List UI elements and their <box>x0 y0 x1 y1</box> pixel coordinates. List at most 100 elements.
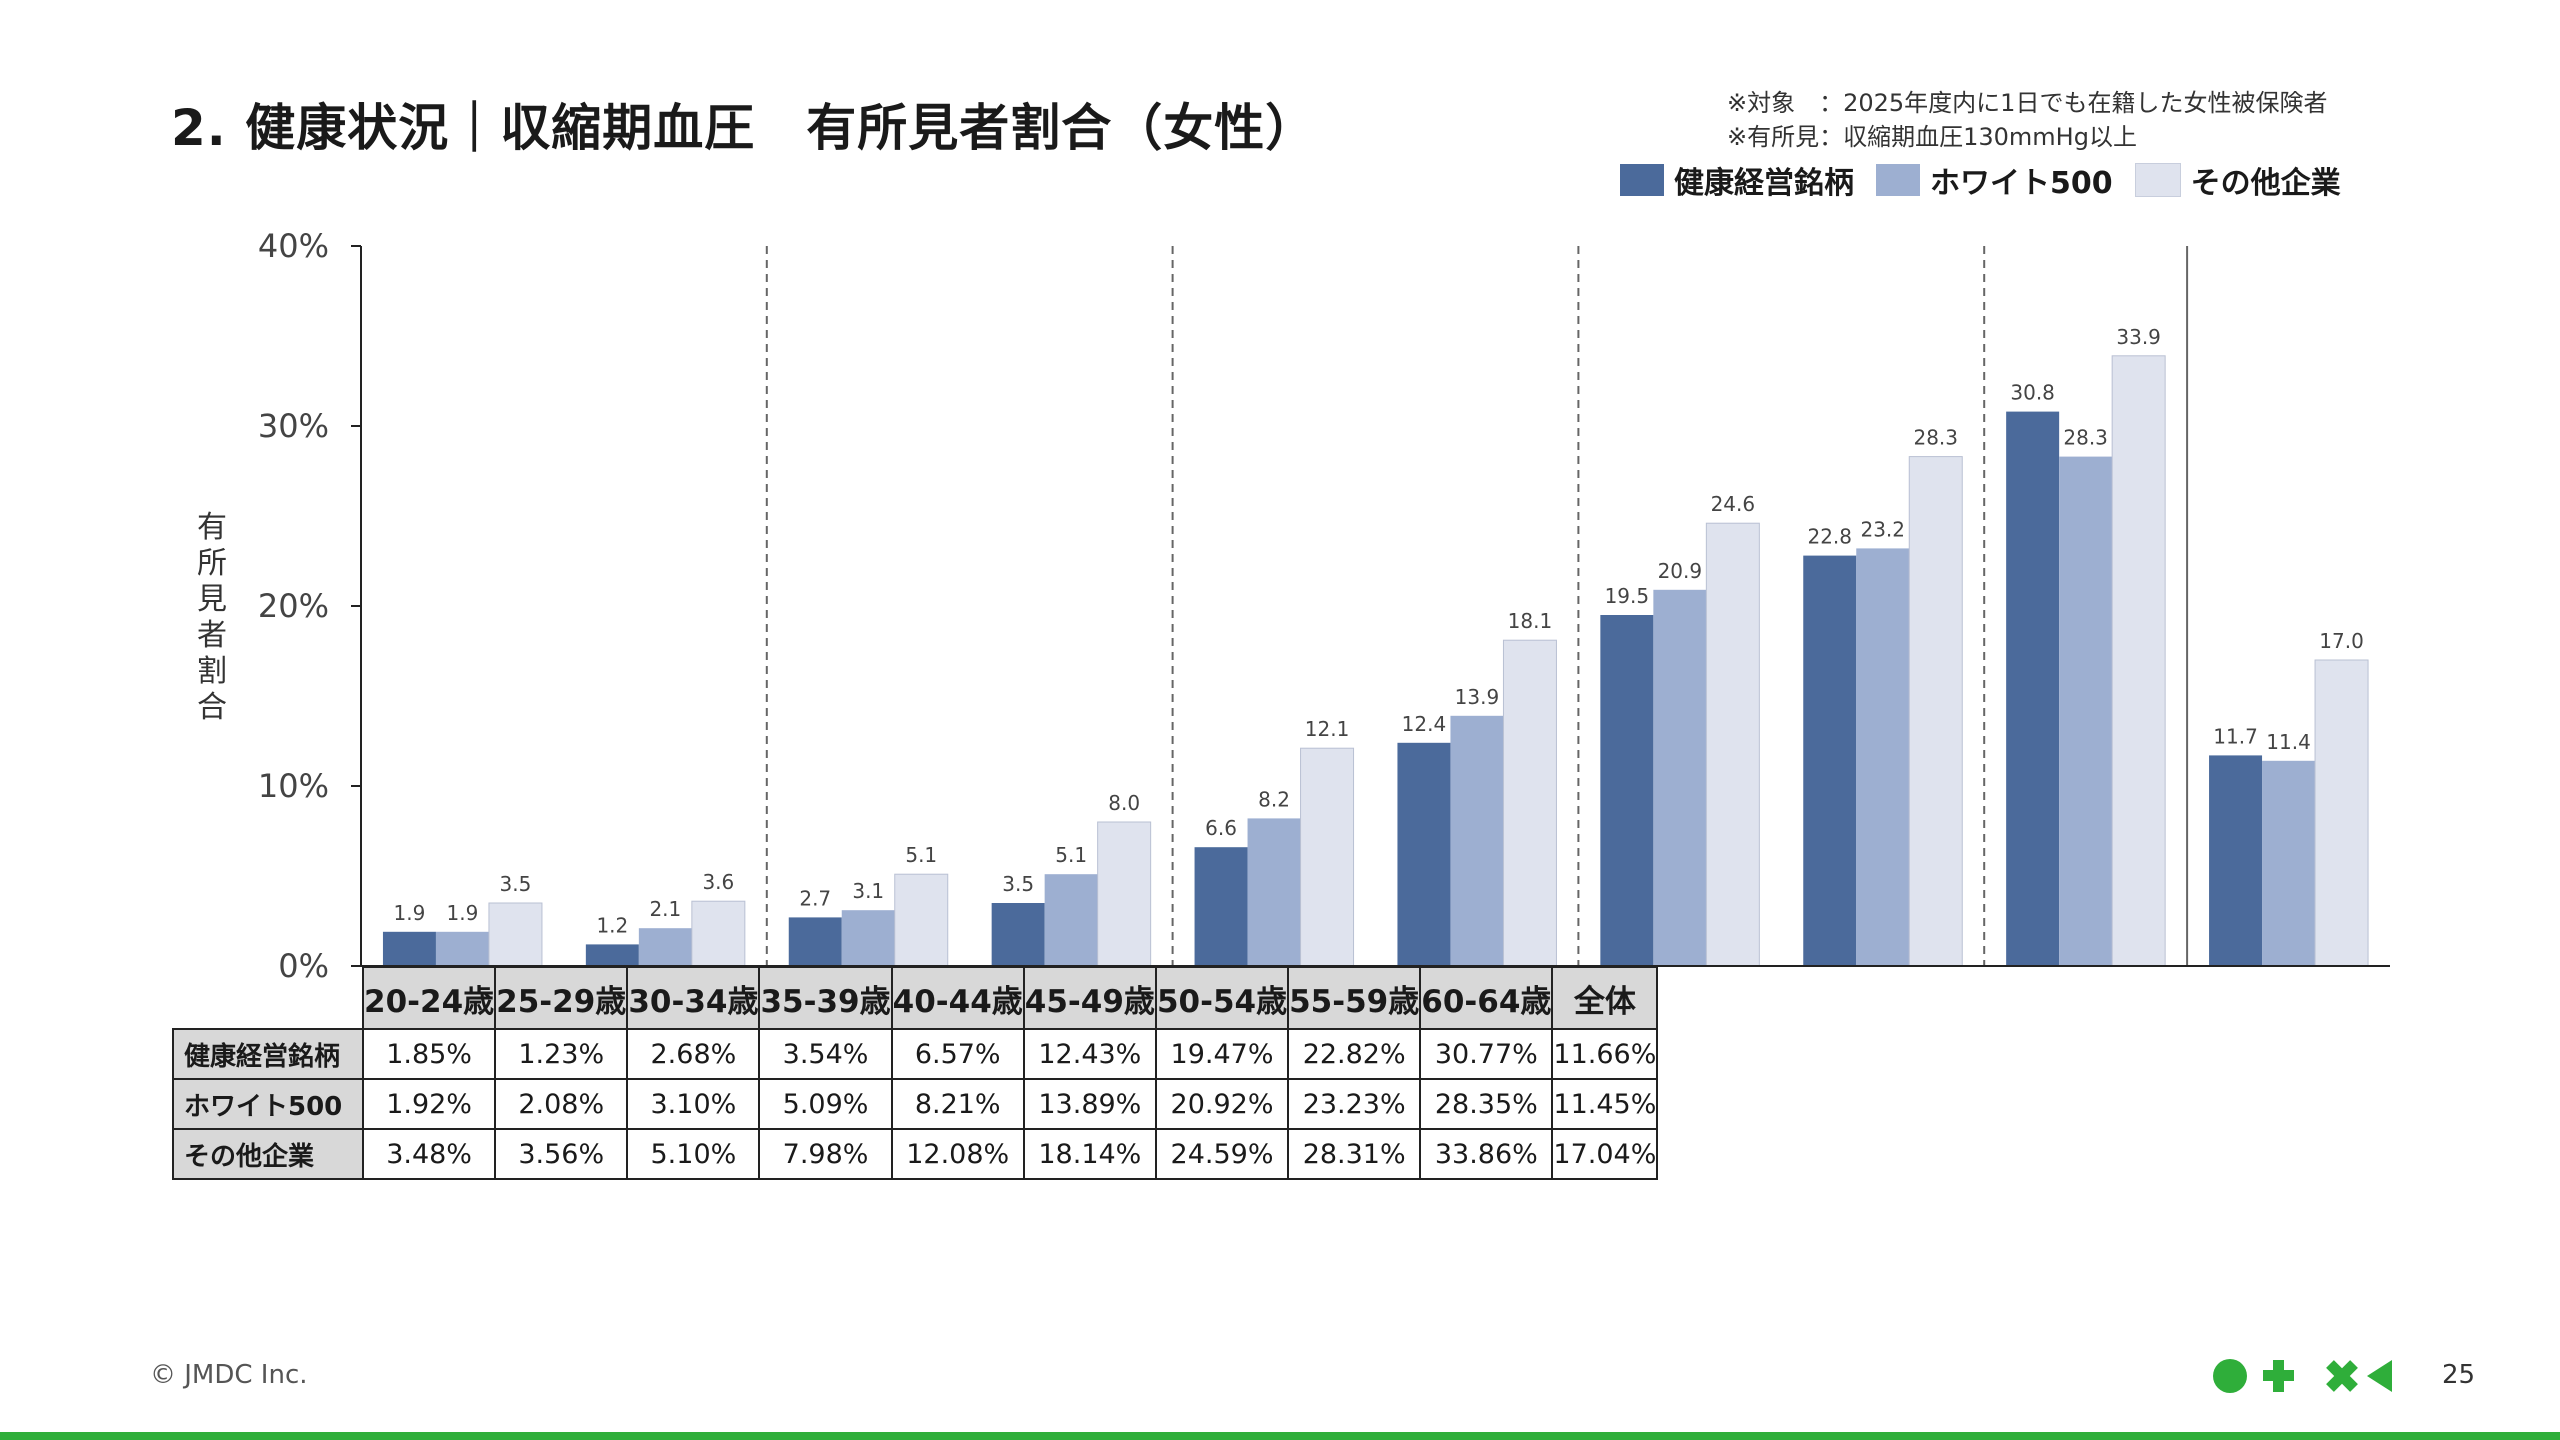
bar <box>1097 821 1152 967</box>
bar-value-label: 24.6 <box>1711 492 1756 516</box>
bar <box>2209 755 2263 966</box>
table-col-header: 20-24歳 <box>361 966 497 1030</box>
table-col-header: 全体 <box>1551 966 1659 1030</box>
bar-value-label: 1.9 <box>394 901 426 925</box>
y-tick-label: 30% <box>258 407 329 445</box>
bar <box>2314 659 2369 967</box>
legend-item-series3: その他企業 <box>2134 158 2341 202</box>
table-cell: 12.43% <box>1022 1028 1157 1080</box>
bar-value-label: 23.2 <box>1860 517 1905 541</box>
note-target: ※対象 ：2025年度内に1日でも在籍した女性被保険者 <box>1727 89 2328 117</box>
bar <box>1600 615 1654 966</box>
bar-value-label: 5.1 <box>1055 843 1087 867</box>
bar <box>2006 411 2060 967</box>
bar-value-label: 17.0 <box>2319 629 2364 653</box>
bar <box>1044 874 1098 966</box>
table-cell: 23.23% <box>1287 1078 1422 1130</box>
legend-swatch-series1 <box>1620 164 1664 196</box>
table-row: その他企業 3.48% 3.56% 5.10% 7.98% 12.08% 18.… <box>172 1128 1659 1180</box>
table-cell: 13.89% <box>1022 1078 1157 1130</box>
bar-value-label: 12.1 <box>1305 717 1350 741</box>
table-row-header: ホワイト500 <box>172 1078 364 1130</box>
bar-value-label: 12.4 <box>1402 712 1447 736</box>
legend-label-series1: 健康経営銘柄 <box>1674 166 1854 201</box>
bar-value-label: 3.6 <box>702 870 734 894</box>
table-cell: 2.08% <box>494 1078 629 1130</box>
bar-value-label: 8.0 <box>1108 791 1140 815</box>
table-cell: 5.10% <box>626 1128 761 1180</box>
bar-value-label: 3.1 <box>852 879 884 903</box>
table-cell: 5.09% <box>758 1078 893 1130</box>
bar-value-label: 30.8 <box>2010 381 2055 405</box>
table-corner <box>173 967 363 1029</box>
bar-value-label: 33.9 <box>2116 325 2161 349</box>
legend-label-series2: ホワイト500 <box>1930 166 2113 201</box>
bar <box>1502 639 1557 967</box>
bar <box>788 917 842 966</box>
table-col-header: 50-54歳 <box>1154 966 1290 1030</box>
bar <box>1247 818 1301 966</box>
bar-value-label: 5.1 <box>905 843 937 867</box>
bar <box>2111 355 2166 967</box>
table-col-header: 55-59歳 <box>1287 966 1422 1030</box>
table-col-header: 35-39歳 <box>758 966 893 1030</box>
bar <box>382 931 436 966</box>
table-cell: 17.04% <box>1551 1128 1659 1180</box>
table-cell: 30.77% <box>1419 1028 1554 1080</box>
bar-value-label: 11.4 <box>2266 730 2311 754</box>
bar <box>991 903 1045 966</box>
note-finding: ※有所見：収縮期血圧130mmHg以上 <box>1727 123 2137 151</box>
bar <box>1300 747 1355 967</box>
bar-value-label: 3.5 <box>500 872 532 896</box>
bar <box>638 928 692 966</box>
table-col-header: 60-64歳 <box>1419 966 1554 1030</box>
y-tick-label: 0% <box>278 947 329 980</box>
bar-value-label: 1.9 <box>447 901 479 925</box>
bar <box>2059 456 2113 966</box>
table-cell: 28.31% <box>1287 1128 1422 1180</box>
bar <box>1194 847 1248 966</box>
table-cell: 33.86% <box>1419 1128 1554 1180</box>
table-cell: 18.14% <box>1022 1128 1157 1180</box>
bar-value-label: 1.2 <box>596 913 628 937</box>
table-col-header: 45-49歳 <box>1022 966 1157 1030</box>
table-cell: 11.45% <box>1551 1078 1659 1130</box>
copyright: © JMDC Inc. <box>150 1360 308 1390</box>
bar <box>1397 742 1451 966</box>
table-header-row: 20-24歳 25-29歳 30-34歳 35-39歳 40-44歳 45-49… <box>173 966 1659 1030</box>
page-title: 2. 健康状況｜収縮期血圧 有所見者割合（女性） <box>171 99 1317 157</box>
bar <box>1856 548 1910 966</box>
page-number: 25 <box>2442 1360 2476 1390</box>
table-cell: 3.56% <box>494 1128 629 1180</box>
table-cell: 19.47% <box>1154 1028 1290 1080</box>
table-cell: 28.35% <box>1419 1078 1554 1130</box>
bar-value-label: 22.8 <box>1807 525 1852 549</box>
bar-value-label: 11.7 <box>2213 724 2258 748</box>
data-table: 20-24歳 25-29歳 30-34歳 35-39歳 40-44歳 45-49… <box>172 966 1659 1180</box>
table-cell: 2.68% <box>626 1028 761 1080</box>
legend-label-series3: その他企業 <box>2190 166 2341 201</box>
y-axis-title: 有所見者割合 <box>197 510 227 725</box>
legend: 健康経営銘柄 ホワイト500 その他企業 <box>1620 158 2363 202</box>
bar <box>841 910 895 966</box>
bar-value-label: 13.9 <box>1455 685 1500 709</box>
bar <box>435 931 489 966</box>
bar-value-label: 18.1 <box>1508 609 1553 633</box>
bar <box>691 900 746 967</box>
bar <box>2262 760 2316 966</box>
table-cell: 3.48% <box>361 1128 497 1180</box>
bar-value-label: 28.3 <box>2063 426 2108 450</box>
y-tick-label: 10% <box>258 767 329 805</box>
bar <box>1705 522 1760 967</box>
table-cell: 7.98% <box>758 1128 893 1180</box>
bar <box>1450 715 1504 966</box>
table-col-header: 25-29歳 <box>494 966 629 1030</box>
table-cell: 1.23% <box>494 1028 629 1080</box>
table-cell: 24.59% <box>1154 1128 1290 1180</box>
bar <box>894 873 949 967</box>
notes: ※対象 ：2025年度内に1日でも在籍した女性被保険者 ※有所見：収縮期血圧13… <box>1727 86 2327 154</box>
table-cell: 20.92% <box>1154 1078 1290 1130</box>
bar-value-label: 3.5 <box>1002 872 1034 896</box>
y-tick-label: 40% <box>258 227 329 265</box>
bar-value-label: 8.2 <box>1258 787 1290 811</box>
